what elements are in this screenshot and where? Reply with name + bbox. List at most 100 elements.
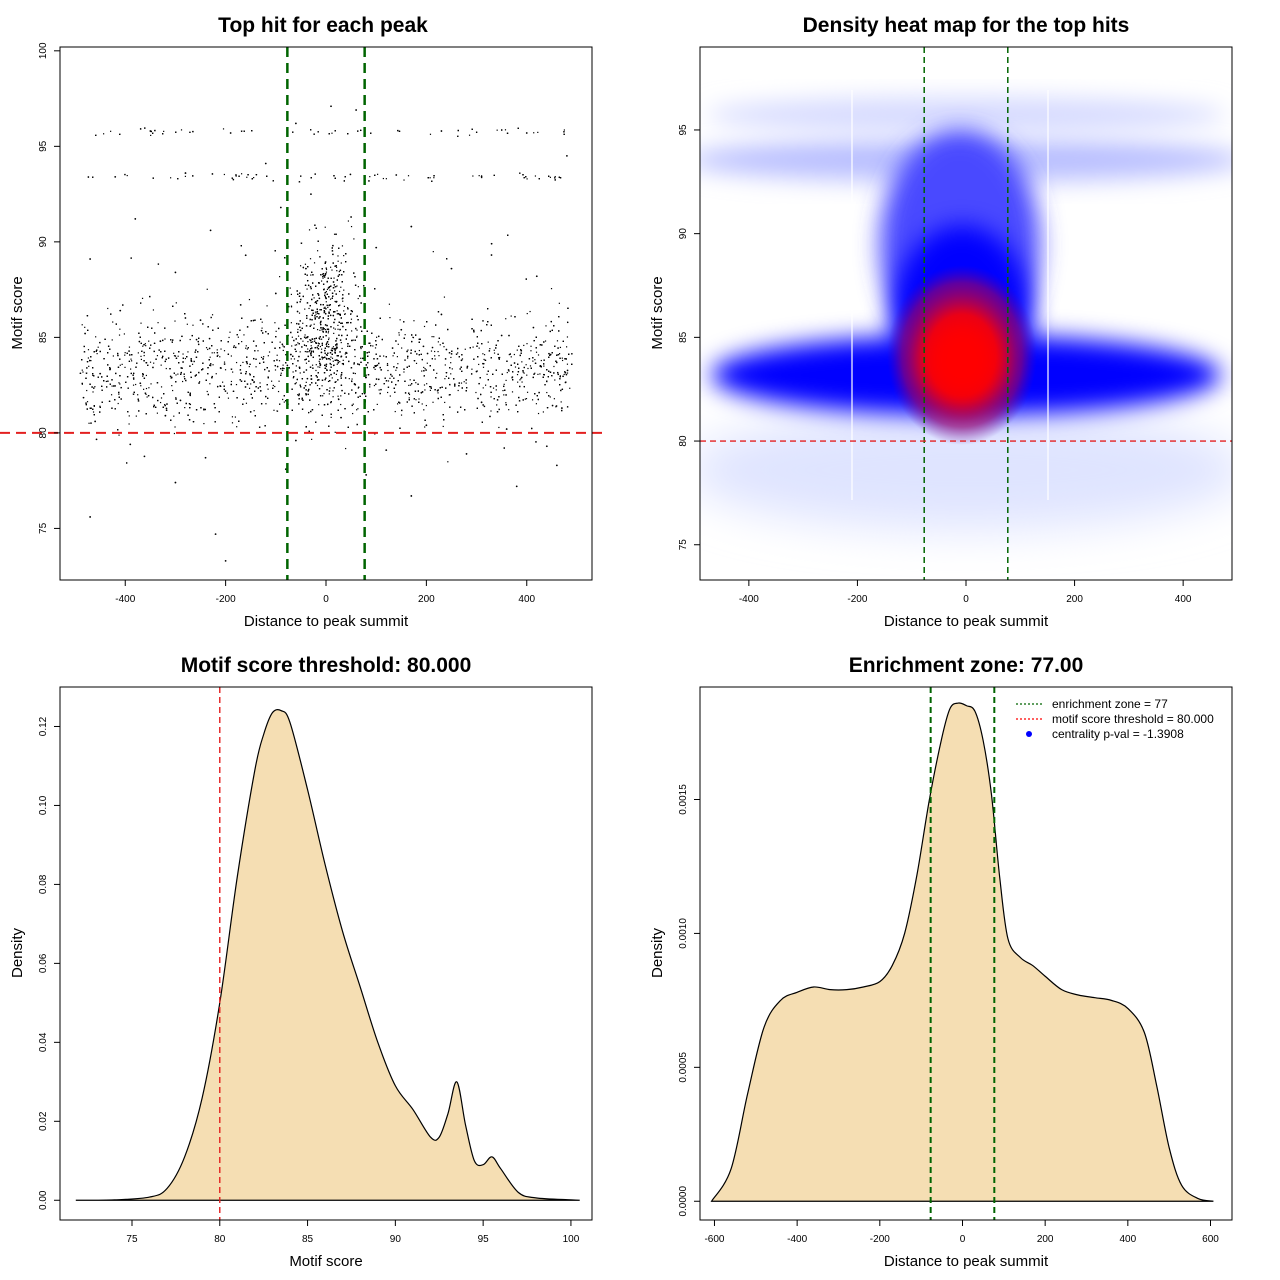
scatter-point bbox=[360, 361, 362, 364]
scatter-point bbox=[107, 307, 109, 310]
scatter-point bbox=[483, 354, 486, 356]
scatter-point bbox=[199, 381, 201, 383]
scatter-point bbox=[290, 293, 292, 296]
scatter-point bbox=[475, 131, 478, 133]
scatter-point bbox=[151, 327, 153, 329]
scatter-point bbox=[478, 347, 480, 349]
scatter-point bbox=[561, 409, 563, 412]
scatter-point bbox=[254, 415, 256, 417]
scatter-point bbox=[177, 178, 179, 180]
scatter-point bbox=[505, 402, 507, 404]
scatter-point bbox=[329, 380, 331, 382]
scatter-point bbox=[99, 411, 101, 413]
scatter-point bbox=[260, 403, 263, 405]
scatter-point bbox=[315, 369, 317, 372]
scatter-point bbox=[535, 351, 538, 353]
scatter-point bbox=[304, 359, 306, 361]
scatter-point bbox=[347, 343, 349, 345]
scatter-point bbox=[230, 380, 233, 383]
scatter-point bbox=[350, 310, 353, 312]
scatter-point bbox=[326, 324, 328, 327]
scatter-point bbox=[350, 225, 353, 228]
scatter-point bbox=[327, 343, 330, 346]
scatter-point bbox=[492, 373, 494, 375]
scatter-point bbox=[118, 393, 120, 395]
scatter-point bbox=[375, 378, 378, 380]
scatter-point bbox=[338, 270, 340, 273]
scatter-point bbox=[211, 173, 214, 175]
scatter-point bbox=[233, 345, 235, 347]
scatter-point bbox=[354, 284, 357, 286]
scatter-point bbox=[516, 349, 518, 351]
scatter-point bbox=[266, 175, 268, 177]
scatter-point bbox=[310, 129, 312, 131]
scatter-point bbox=[520, 378, 522, 380]
scatter-point bbox=[293, 358, 296, 360]
scatter-point bbox=[315, 285, 317, 287]
scatter-point bbox=[328, 304, 330, 307]
scatter-point bbox=[376, 364, 379, 366]
scatter-point bbox=[520, 349, 522, 351]
scatter-point bbox=[506, 132, 509, 134]
scatter-point bbox=[348, 293, 350, 295]
scatter-point bbox=[301, 327, 303, 330]
scatter-point bbox=[423, 409, 425, 411]
scatter-point bbox=[523, 344, 525, 347]
scatter-point bbox=[255, 174, 258, 176]
scatter-point bbox=[336, 337, 338, 340]
scatter-point bbox=[90, 360, 92, 362]
scatter-point bbox=[235, 175, 237, 177]
scatter-point bbox=[174, 426, 176, 428]
scatter-point bbox=[329, 369, 331, 371]
scatter-point bbox=[328, 311, 330, 313]
scatter-point bbox=[549, 354, 551, 356]
scatter-point bbox=[385, 356, 387, 358]
scatter-point bbox=[324, 349, 326, 352]
scatter-point bbox=[565, 373, 568, 376]
scatter-point bbox=[357, 387, 359, 389]
scatter-point bbox=[421, 403, 423, 405]
scatter-point bbox=[481, 343, 483, 345]
scatter-point bbox=[257, 387, 259, 389]
scatter-point bbox=[566, 363, 569, 365]
scatter-point bbox=[514, 366, 517, 368]
scatter-point bbox=[253, 381, 255, 383]
scatter-point bbox=[164, 327, 166, 329]
scatter-point bbox=[296, 301, 298, 304]
scatter-point bbox=[183, 373, 185, 375]
scatter-point bbox=[329, 304, 331, 306]
scatter-point bbox=[340, 395, 342, 397]
scatter-point bbox=[315, 342, 318, 344]
scatter-point bbox=[348, 378, 350, 380]
scatter-point bbox=[327, 403, 329, 406]
scatter-point bbox=[466, 387, 468, 389]
scatter-point bbox=[311, 314, 313, 316]
scatter-point bbox=[438, 355, 440, 357]
scatter-point bbox=[376, 173, 379, 175]
scatter-point bbox=[365, 374, 367, 376]
scatter-point bbox=[426, 383, 428, 385]
scatter-point bbox=[517, 371, 520, 373]
scatter-point bbox=[330, 277, 332, 279]
scatter-point bbox=[490, 391, 492, 394]
scatter-point bbox=[353, 238, 355, 240]
scatter-point bbox=[526, 312, 528, 315]
scatter-point bbox=[130, 257, 132, 259]
scatter-point bbox=[319, 358, 321, 360]
scatter-point bbox=[317, 372, 319, 374]
scatter-point bbox=[276, 359, 278, 361]
scatter-point bbox=[315, 301, 317, 303]
scatter-point bbox=[408, 392, 410, 394]
scatter-point bbox=[331, 357, 334, 359]
scatter-point bbox=[274, 292, 277, 295]
scatter-point bbox=[356, 329, 358, 331]
scatter-point bbox=[490, 242, 493, 245]
scatter-point bbox=[214, 533, 217, 536]
scatter-point bbox=[481, 175, 483, 177]
scatter-point bbox=[143, 344, 145, 346]
scatter-point bbox=[395, 369, 397, 371]
scatter-point bbox=[496, 404, 498, 406]
scatter-point bbox=[148, 340, 150, 342]
scatter-point bbox=[314, 318, 316, 320]
scatter-point bbox=[169, 375, 172, 378]
